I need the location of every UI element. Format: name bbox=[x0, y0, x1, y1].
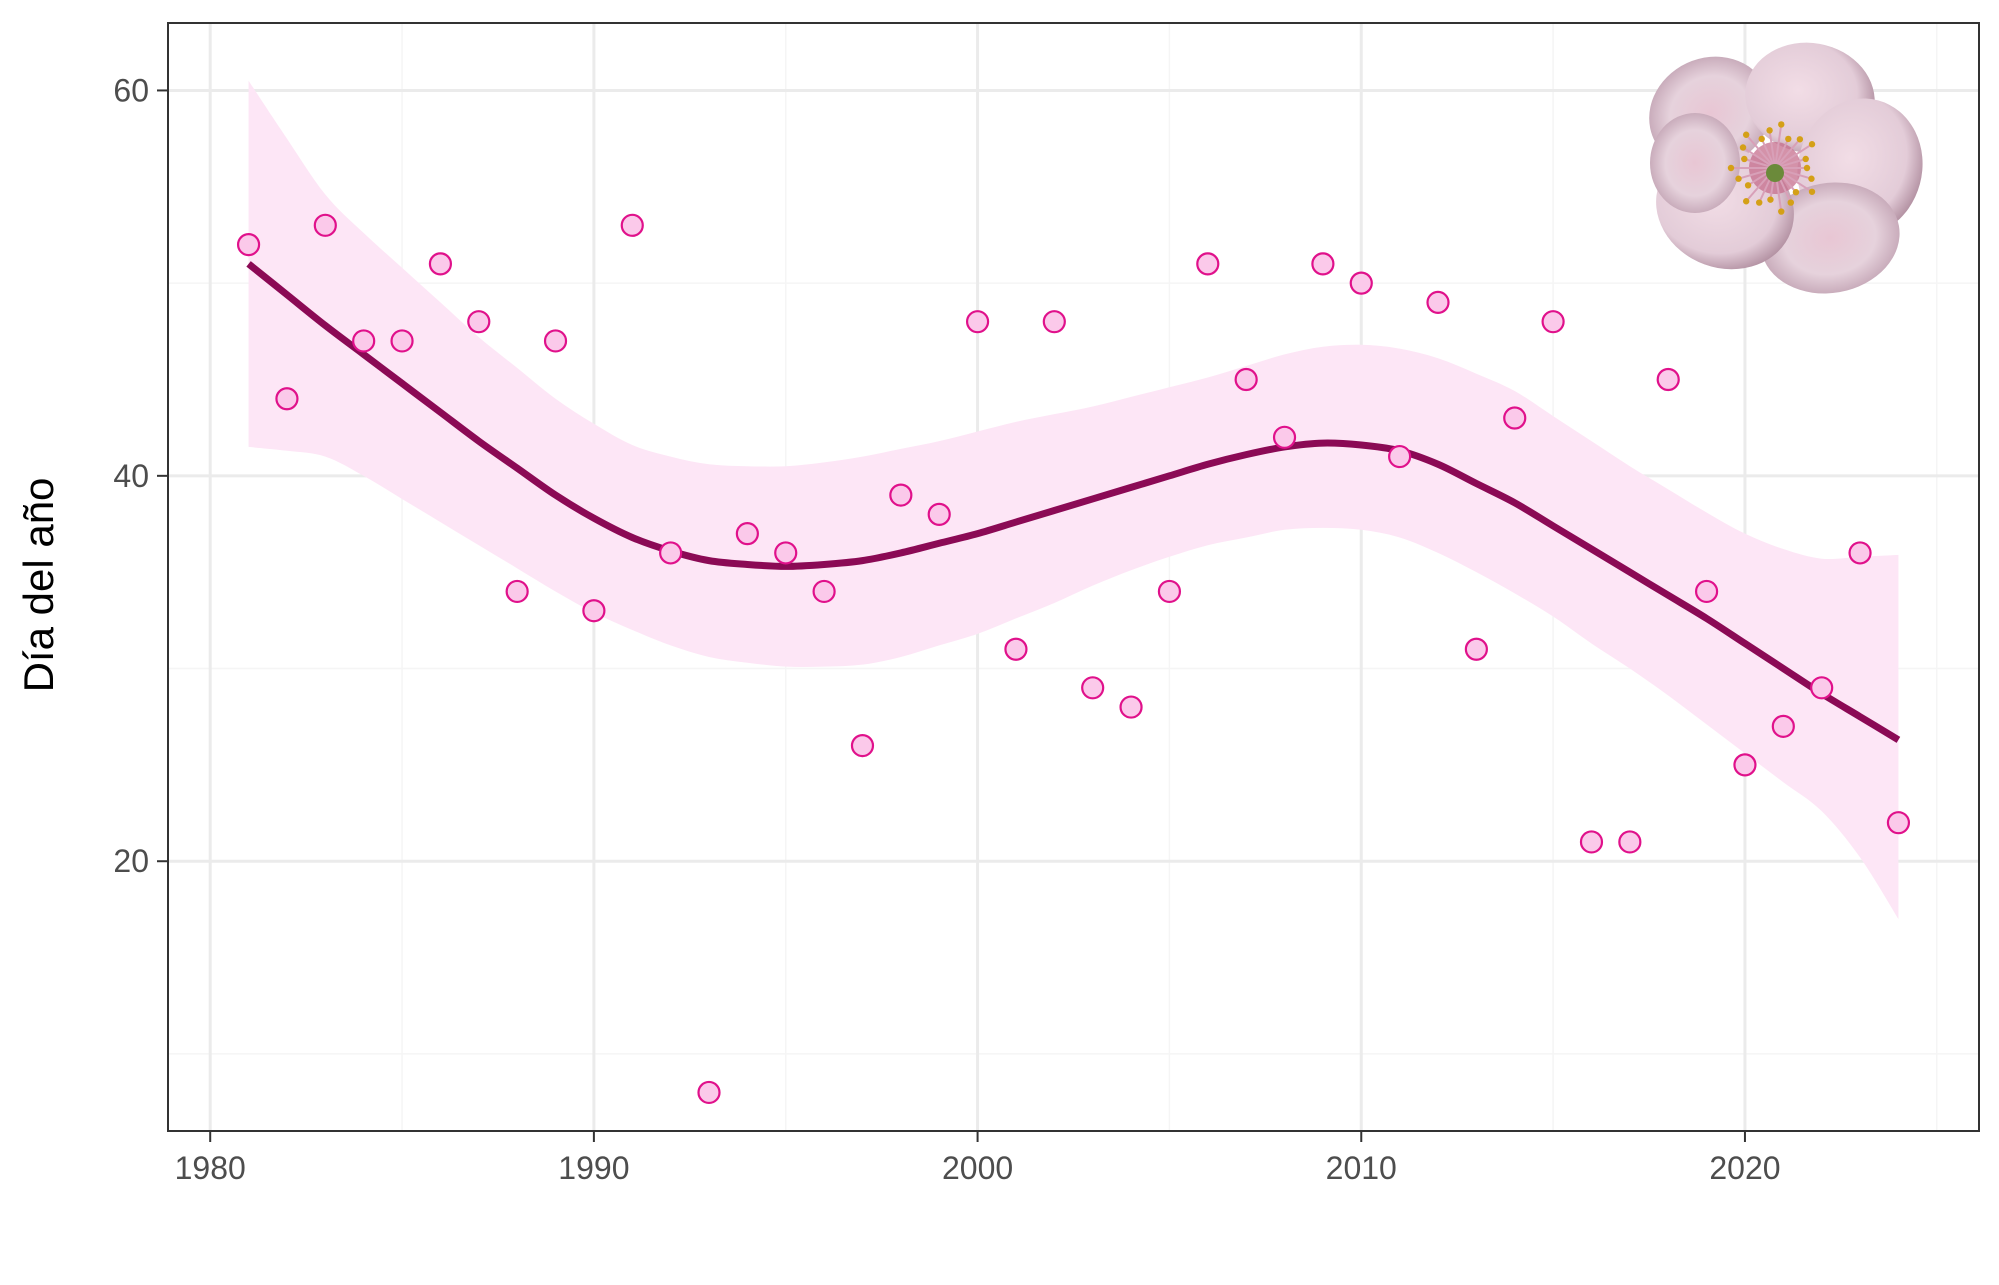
data-point bbox=[428, 252, 453, 276]
blossom-anther bbox=[1803, 164, 1811, 172]
blossom-anther bbox=[1766, 127, 1773, 134]
data-point bbox=[1810, 676, 1834, 700]
blossom-stamen bbox=[1768, 130, 1776, 169]
x-tick-label: 2020 bbox=[1709, 1150, 1780, 1186]
y-axis: 20 40 60 bbox=[113, 72, 168, 879]
data-point bbox=[1349, 271, 1373, 295]
data-point bbox=[1119, 695, 1143, 719]
data-point bbox=[1771, 714, 1795, 738]
almond-blossom-icon bbox=[1649, 42, 1923, 294]
smooth-trend-line bbox=[246, 261, 1901, 743]
x-tick-label: 1990 bbox=[558, 1150, 629, 1186]
data-point bbox=[543, 329, 568, 353]
data-point bbox=[1733, 753, 1757, 777]
y-tick-label: 60 bbox=[113, 72, 149, 108]
blossom-anther bbox=[1735, 175, 1742, 182]
blossom-stamen bbox=[1774, 124, 1783, 169]
blossom-anther bbox=[1742, 198, 1750, 205]
data-point bbox=[236, 233, 261, 257]
blossom-anther bbox=[1756, 199, 1763, 206]
data-point bbox=[1272, 425, 1297, 449]
data-point bbox=[620, 213, 644, 237]
blossom-stamen bbox=[1774, 138, 1790, 169]
smooth-line-layer bbox=[246, 261, 1901, 743]
panel-border bbox=[167, 22, 1980, 1132]
x-axis: 1980 1990 2000 2010 2020 bbox=[175, 1131, 1781, 1186]
blossom-anther bbox=[1808, 175, 1815, 182]
confidence-ribbon-layer bbox=[248, 80, 1899, 920]
data-point bbox=[390, 329, 414, 353]
data-point bbox=[1042, 310, 1066, 334]
data-point bbox=[1848, 541, 1872, 565]
data-point bbox=[1234, 367, 1258, 392]
blossom-stamen bbox=[1760, 138, 1776, 169]
grid-minor-lines bbox=[168, 23, 1979, 1131]
data-point bbox=[774, 541, 798, 565]
data-point bbox=[1503, 406, 1527, 430]
data-point bbox=[1656, 367, 1680, 392]
data-point bbox=[1196, 252, 1220, 276]
x-tick-label: 1980 bbox=[175, 1150, 246, 1186]
x-tick-label: 2000 bbox=[942, 1150, 1013, 1186]
confidence-ribbon bbox=[248, 80, 1899, 920]
data-point bbox=[1541, 310, 1565, 334]
data-point bbox=[927, 502, 951, 526]
data-point bbox=[313, 213, 337, 237]
data-point bbox=[812, 579, 836, 604]
blossom-stamen bbox=[1774, 143, 1813, 169]
data-point bbox=[1311, 252, 1335, 276]
data-point bbox=[697, 1080, 721, 1105]
data-point bbox=[850, 734, 875, 758]
blossom-stamen bbox=[1742, 146, 1776, 169]
data-point bbox=[1579, 830, 1604, 854]
data-point bbox=[735, 522, 759, 546]
blossom-anther bbox=[1785, 135, 1792, 143]
data-point bbox=[352, 329, 376, 353]
blossom-anther bbox=[1778, 208, 1785, 215]
data-point bbox=[582, 599, 606, 623]
y-tick-label: 40 bbox=[113, 458, 149, 494]
data-point bbox=[1464, 637, 1488, 661]
blossom-anther bbox=[1742, 131, 1750, 138]
data-point bbox=[505, 579, 529, 604]
blossom-anther bbox=[1802, 155, 1809, 163]
data-point bbox=[1426, 290, 1450, 315]
blossom-anther bbox=[1727, 164, 1735, 172]
blossom-anther bbox=[1792, 188, 1800, 196]
data-point bbox=[1157, 579, 1182, 604]
blossom-anther bbox=[1796, 136, 1804, 143]
points-layer bbox=[236, 213, 1911, 1105]
blossom-stamen bbox=[1774, 138, 1801, 169]
blossom-anther bbox=[1741, 155, 1748, 163]
data-point bbox=[1388, 444, 1412, 469]
blossom-anther bbox=[1808, 141, 1816, 148]
y-axis-title: Día del año bbox=[15, 478, 62, 693]
blossom-anther bbox=[1739, 144, 1747, 151]
data-point bbox=[965, 310, 990, 334]
data-point bbox=[1004, 637, 1028, 661]
blossom-anther bbox=[1767, 196, 1774, 203]
data-point bbox=[1694, 579, 1719, 604]
blossom-anther bbox=[1758, 135, 1765, 143]
data-point bbox=[889, 483, 913, 507]
blossom-anther bbox=[1787, 199, 1794, 206]
data-point bbox=[1886, 811, 1911, 835]
blossom-stamen bbox=[1745, 134, 1776, 169]
data-point bbox=[659, 541, 683, 565]
data-point bbox=[1081, 676, 1105, 700]
data-point bbox=[275, 387, 299, 411]
data-point bbox=[467, 310, 491, 334]
data-point bbox=[1618, 830, 1642, 854]
blossom-anther bbox=[1778, 121, 1785, 128]
y-tick-label: 20 bbox=[113, 843, 149, 879]
blossom-anther bbox=[1744, 182, 1752, 189]
blossom-anther bbox=[1808, 188, 1816, 195]
x-tick-label: 2010 bbox=[1326, 1150, 1397, 1186]
